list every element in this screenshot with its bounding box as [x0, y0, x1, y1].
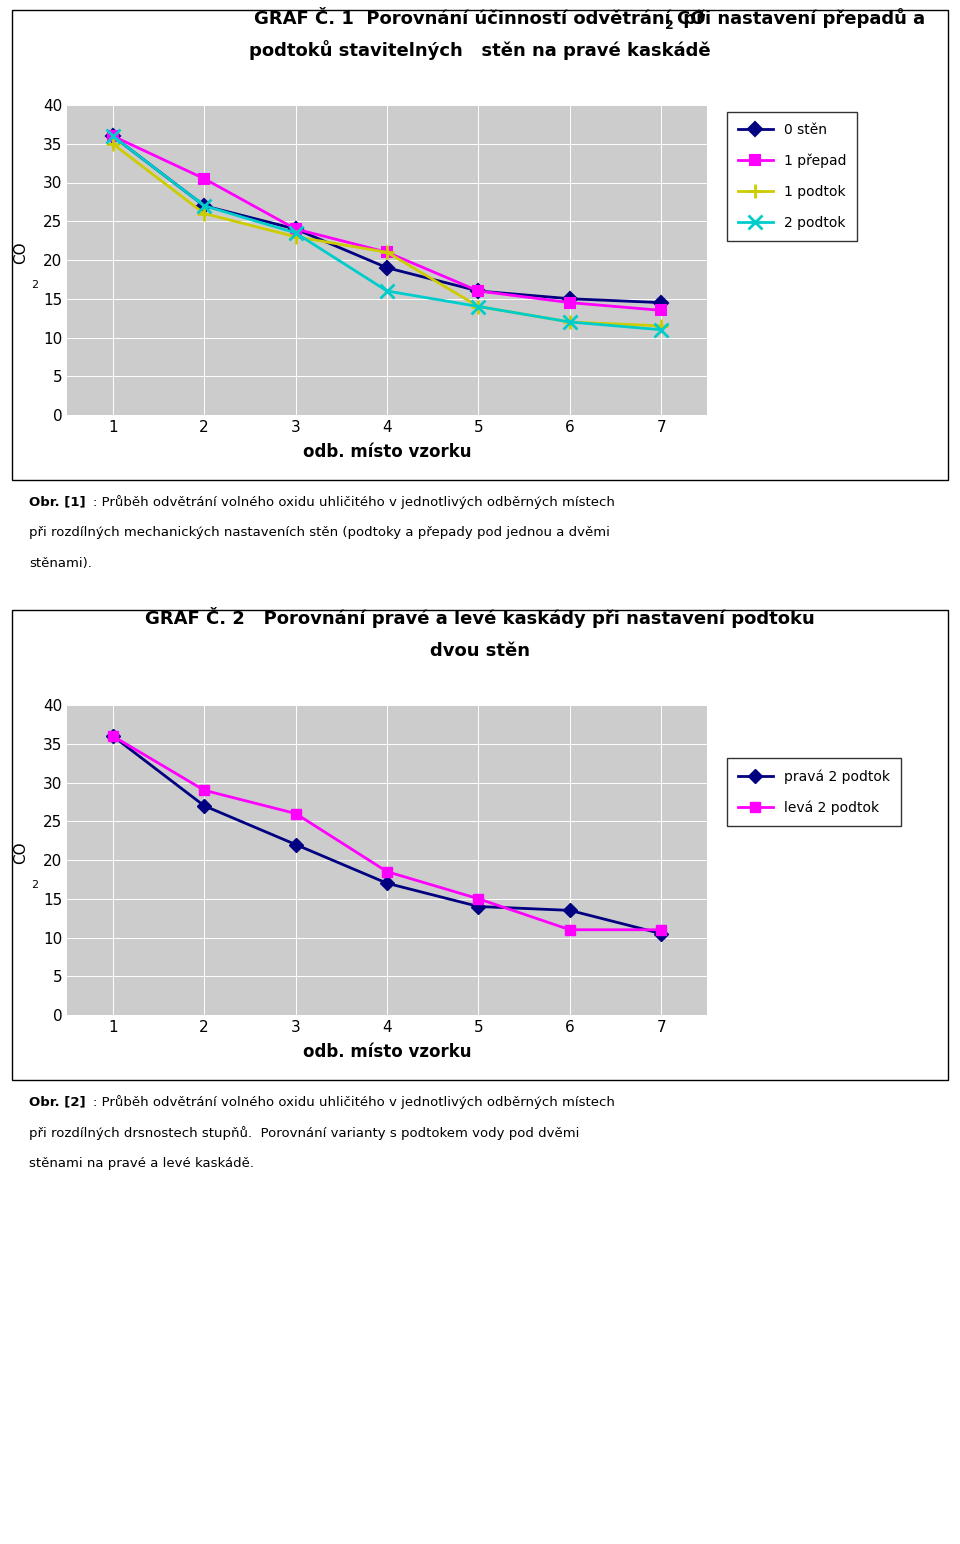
- pravá 2 podtok: [381, 874, 393, 892]
- Line: pravá 2 podtok: pravá 2 podtok: [108, 732, 666, 939]
- 1 podtok: [107, 134, 118, 153]
- 1 přepad: [199, 170, 210, 188]
- Text: 2: 2: [665, 19, 674, 32]
- 0 stěn: [656, 293, 667, 312]
- 2 podtok: [381, 281, 393, 300]
- 0 stěn: [472, 281, 484, 300]
- Text: stěnami na pravé a levé kaskádě.: stěnami na pravé a levé kaskádě.: [29, 1156, 253, 1170]
- 2 podtok: [472, 298, 484, 317]
- 1 podtok: [472, 298, 484, 317]
- 1 přepad: [381, 242, 393, 261]
- 1 podtok: [381, 242, 393, 261]
- Text: GRAF Č. 1  Porovnání účinností odvětrání CO: GRAF Č. 1 Porovnání účinností odvětrání …: [254, 9, 706, 28]
- Text: 2: 2: [31, 279, 38, 290]
- X-axis label: odb. místo vzorku: odb. místo vzorku: [302, 1044, 471, 1061]
- Line: 2 podtok: 2 podtok: [106, 130, 668, 337]
- 0 stěn: [290, 219, 301, 238]
- 1 přepad: [472, 281, 484, 300]
- 0 stěn: [107, 127, 118, 145]
- 1 podtok: [199, 204, 210, 222]
- pravá 2 podtok: [199, 797, 210, 815]
- 2 podtok: [199, 196, 210, 215]
- Text: 2: 2: [31, 880, 38, 889]
- levá 2 podtok: [381, 863, 393, 882]
- Text: při rozdílných drsnostech stupňů.  Porovnání varianty s podtokem vody pod dvěmi: při rozdílných drsnostech stupňů. Porovn…: [29, 1126, 579, 1139]
- levá 2 podtok: [656, 920, 667, 939]
- Text: podtoků stavitelných   stěn na pravé kaskádě: podtoků stavitelných stěn na pravé kaská…: [250, 40, 710, 60]
- Text: při nastavení přepadů a: při nastavení přepadů a: [677, 8, 924, 28]
- 0 stěn: [199, 196, 210, 215]
- 1 přepad: [290, 219, 301, 238]
- 1 podtok: [290, 227, 301, 245]
- 2 podtok: [107, 127, 118, 145]
- Text: při rozdílných mechanických nastaveních stěn (podtoky a přepady pod jednou a dvě: při rozdílných mechanických nastaveních …: [29, 527, 610, 539]
- levá 2 podtok: [290, 804, 301, 823]
- Legend: pravá 2 podtok, levá 2 podtok: pravá 2 podtok, levá 2 podtok: [727, 758, 900, 826]
- levá 2 podtok: [564, 920, 576, 939]
- Text: GRAF Č. 2   Porovnání pravé a levé kaskády při nastavení podtoku: GRAF Č. 2 Porovnání pravé a levé kaskády…: [145, 607, 815, 628]
- levá 2 podtok: [199, 781, 210, 800]
- 2 podtok: [290, 224, 301, 242]
- Text: CO: CO: [13, 841, 29, 863]
- levá 2 podtok: [107, 727, 118, 746]
- 1 přepad: [656, 301, 667, 320]
- pravá 2 podtok: [472, 897, 484, 916]
- Text: Obr. [1]: Obr. [1]: [29, 496, 85, 508]
- 1 přepad: [107, 127, 118, 145]
- 0 stěn: [564, 289, 576, 307]
- Line: levá 2 podtok: levá 2 podtok: [108, 732, 666, 934]
- Legend: 0 stěn, 1 přepad, 1 podtok, 2 podtok: 0 stěn, 1 přepad, 1 podtok, 2 podtok: [727, 113, 857, 241]
- 1 podtok: [656, 317, 667, 335]
- pravá 2 podtok: [656, 925, 667, 943]
- 2 podtok: [564, 313, 576, 332]
- pravá 2 podtok: [107, 727, 118, 746]
- Line: 1 podtok: 1 podtok: [106, 137, 668, 334]
- 1 podtok: [564, 313, 576, 332]
- Text: : Průběh odvětrání volného oxidu uhličitého v jednotlivých odběrných místech: : Průběh odvětrání volného oxidu uhličit…: [93, 1095, 615, 1109]
- Text: CO: CO: [13, 241, 29, 264]
- Line: 1 přepad: 1 přepad: [108, 131, 666, 315]
- levá 2 podtok: [472, 889, 484, 908]
- pravá 2 podtok: [564, 902, 576, 920]
- 2 podtok: [656, 321, 667, 340]
- Text: dvou stěn: dvou stěn: [430, 642, 530, 659]
- Text: Obr. [2]: Obr. [2]: [29, 1095, 85, 1109]
- Line: 0 stěn: 0 stěn: [108, 131, 666, 307]
- X-axis label: odb. místo vzorku: odb. místo vzorku: [302, 443, 471, 462]
- Text: stěnami).: stěnami).: [29, 557, 91, 570]
- pravá 2 podtok: [290, 835, 301, 854]
- Text: : Průběh odvětrání volného oxidu uhličitého v jednotlivých odběrných místech: : Průběh odvětrání volného oxidu uhličit…: [93, 496, 615, 510]
- 0 stěn: [381, 258, 393, 276]
- 1 přepad: [564, 293, 576, 312]
